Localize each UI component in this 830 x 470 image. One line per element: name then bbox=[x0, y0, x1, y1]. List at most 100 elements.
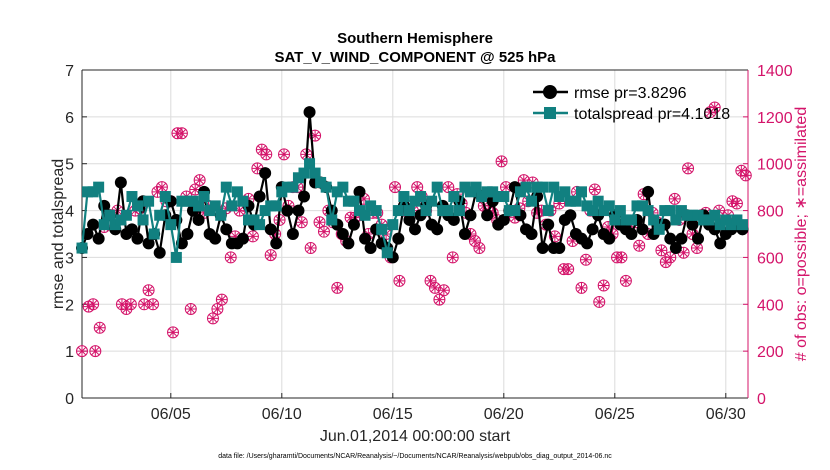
obs-assimilated-point bbox=[216, 294, 228, 306]
rmse-point bbox=[292, 204, 305, 217]
spread-point bbox=[514, 186, 526, 198]
spread-point bbox=[270, 200, 282, 212]
obs-assimilated-point bbox=[731, 198, 743, 210]
spread-point bbox=[248, 214, 260, 226]
rmse-point bbox=[270, 237, 283, 250]
spread-point bbox=[243, 214, 254, 226]
rmse-point bbox=[298, 190, 310, 203]
obs-assimilated-point bbox=[260, 148, 272, 160]
spread-point bbox=[143, 195, 155, 207]
spread-point bbox=[337, 181, 349, 193]
obs-assimilated-point bbox=[211, 303, 223, 315]
spread-point bbox=[231, 186, 243, 198]
rmse-point bbox=[542, 218, 555, 231]
spread-point bbox=[115, 214, 127, 226]
spread-point bbox=[354, 205, 365, 217]
spread-point bbox=[76, 242, 88, 254]
spread-point bbox=[592, 195, 604, 207]
y-tick-label: 4 bbox=[65, 204, 74, 221]
spread-point bbox=[698, 214, 710, 226]
spread-point bbox=[664, 205, 676, 217]
rmse-point bbox=[692, 232, 705, 245]
obs-assimilated-point bbox=[393, 275, 405, 287]
obs-assimilated-point bbox=[429, 282, 441, 294]
rmse-point bbox=[458, 228, 471, 240]
spread-point bbox=[198, 191, 210, 203]
obs-assimilated-point bbox=[318, 226, 330, 238]
spread-point bbox=[170, 251, 182, 263]
spread-point bbox=[687, 209, 698, 221]
rmse-point bbox=[431, 223, 444, 236]
spread-point bbox=[93, 181, 105, 193]
spread-point bbox=[537, 181, 549, 193]
rmse-point bbox=[447, 213, 460, 226]
rmse-point bbox=[642, 185, 655, 198]
obs-assimilated-point bbox=[509, 212, 521, 224]
rmse-point bbox=[342, 237, 355, 250]
spread-point bbox=[736, 219, 748, 231]
spread-point bbox=[448, 191, 460, 203]
spread-point bbox=[409, 195, 421, 207]
obs-assimilated-point bbox=[433, 294, 445, 306]
rmse-point bbox=[259, 167, 272, 180]
spread-point bbox=[415, 191, 427, 203]
obs-assimilated-point bbox=[194, 174, 206, 186]
spread-point bbox=[381, 247, 393, 259]
spread-point bbox=[581, 200, 593, 212]
spread-point bbox=[87, 186, 99, 198]
x-tick-label: 06/20 bbox=[484, 406, 524, 423]
obs-assimilated-point bbox=[265, 249, 277, 261]
spread-point bbox=[276, 186, 288, 198]
spread-point bbox=[420, 205, 432, 217]
spread-point bbox=[215, 209, 227, 221]
spread-point bbox=[181, 195, 193, 207]
spread-point bbox=[148, 228, 160, 240]
spread-point bbox=[209, 200, 221, 212]
legend-spread-label: totalspread pr=4.1018 bbox=[574, 106, 730, 123]
obs-assimilated-point bbox=[425, 275, 437, 287]
rmse-point bbox=[281, 204, 294, 217]
spread-point bbox=[159, 191, 171, 203]
obs-assimilated-point bbox=[243, 193, 254, 205]
spread-point bbox=[126, 191, 138, 203]
rmse-point bbox=[353, 185, 366, 198]
obs-assimilated-point bbox=[247, 230, 259, 242]
spread-point bbox=[548, 181, 560, 193]
obs-assimilated-point bbox=[438, 284, 450, 296]
y2-axis-label: # of obs: o=possible; ∗=assimilated bbox=[793, 107, 810, 361]
rmse-point bbox=[153, 246, 166, 259]
obs-assimilated-point bbox=[726, 195, 738, 207]
rmse-point bbox=[286, 228, 299, 240]
obs-assimilated-point bbox=[580, 254, 592, 266]
spread-point bbox=[204, 205, 216, 217]
rmse-point bbox=[686, 218, 699, 231]
obs-assimilated-point bbox=[442, 181, 454, 193]
obs-assimilated-point bbox=[198, 207, 210, 219]
obs-assimilated-point bbox=[229, 230, 241, 242]
obs-assimilated-point bbox=[389, 181, 401, 193]
rmse-point bbox=[581, 237, 594, 250]
spread-point bbox=[520, 181, 532, 193]
obs-assimilated-point bbox=[120, 303, 132, 315]
spread-point bbox=[109, 219, 121, 231]
obs-assimilated-point bbox=[87, 298, 99, 310]
y-tick-label: 0 bbox=[65, 391, 74, 408]
y-tick-label: 2 bbox=[65, 297, 74, 314]
obs-assimilated-point bbox=[496, 155, 508, 167]
spread-point bbox=[226, 200, 238, 212]
spread-point bbox=[492, 191, 504, 203]
obs-assimilated-point bbox=[531, 207, 543, 219]
spread-point bbox=[431, 181, 443, 193]
spread-point bbox=[465, 186, 476, 198]
y-tick-label: 3 bbox=[65, 250, 74, 267]
spread-point bbox=[348, 195, 360, 207]
rmse-point bbox=[525, 228, 538, 240]
spread-point bbox=[526, 195, 538, 207]
spread-point bbox=[598, 205, 610, 217]
rmse-point bbox=[497, 213, 510, 226]
obs-assimilated-point bbox=[687, 228, 698, 240]
rmse-point bbox=[253, 190, 266, 203]
x-tick-label: 06/05 bbox=[151, 406, 191, 423]
obs-assimilated-point bbox=[620, 275, 632, 287]
